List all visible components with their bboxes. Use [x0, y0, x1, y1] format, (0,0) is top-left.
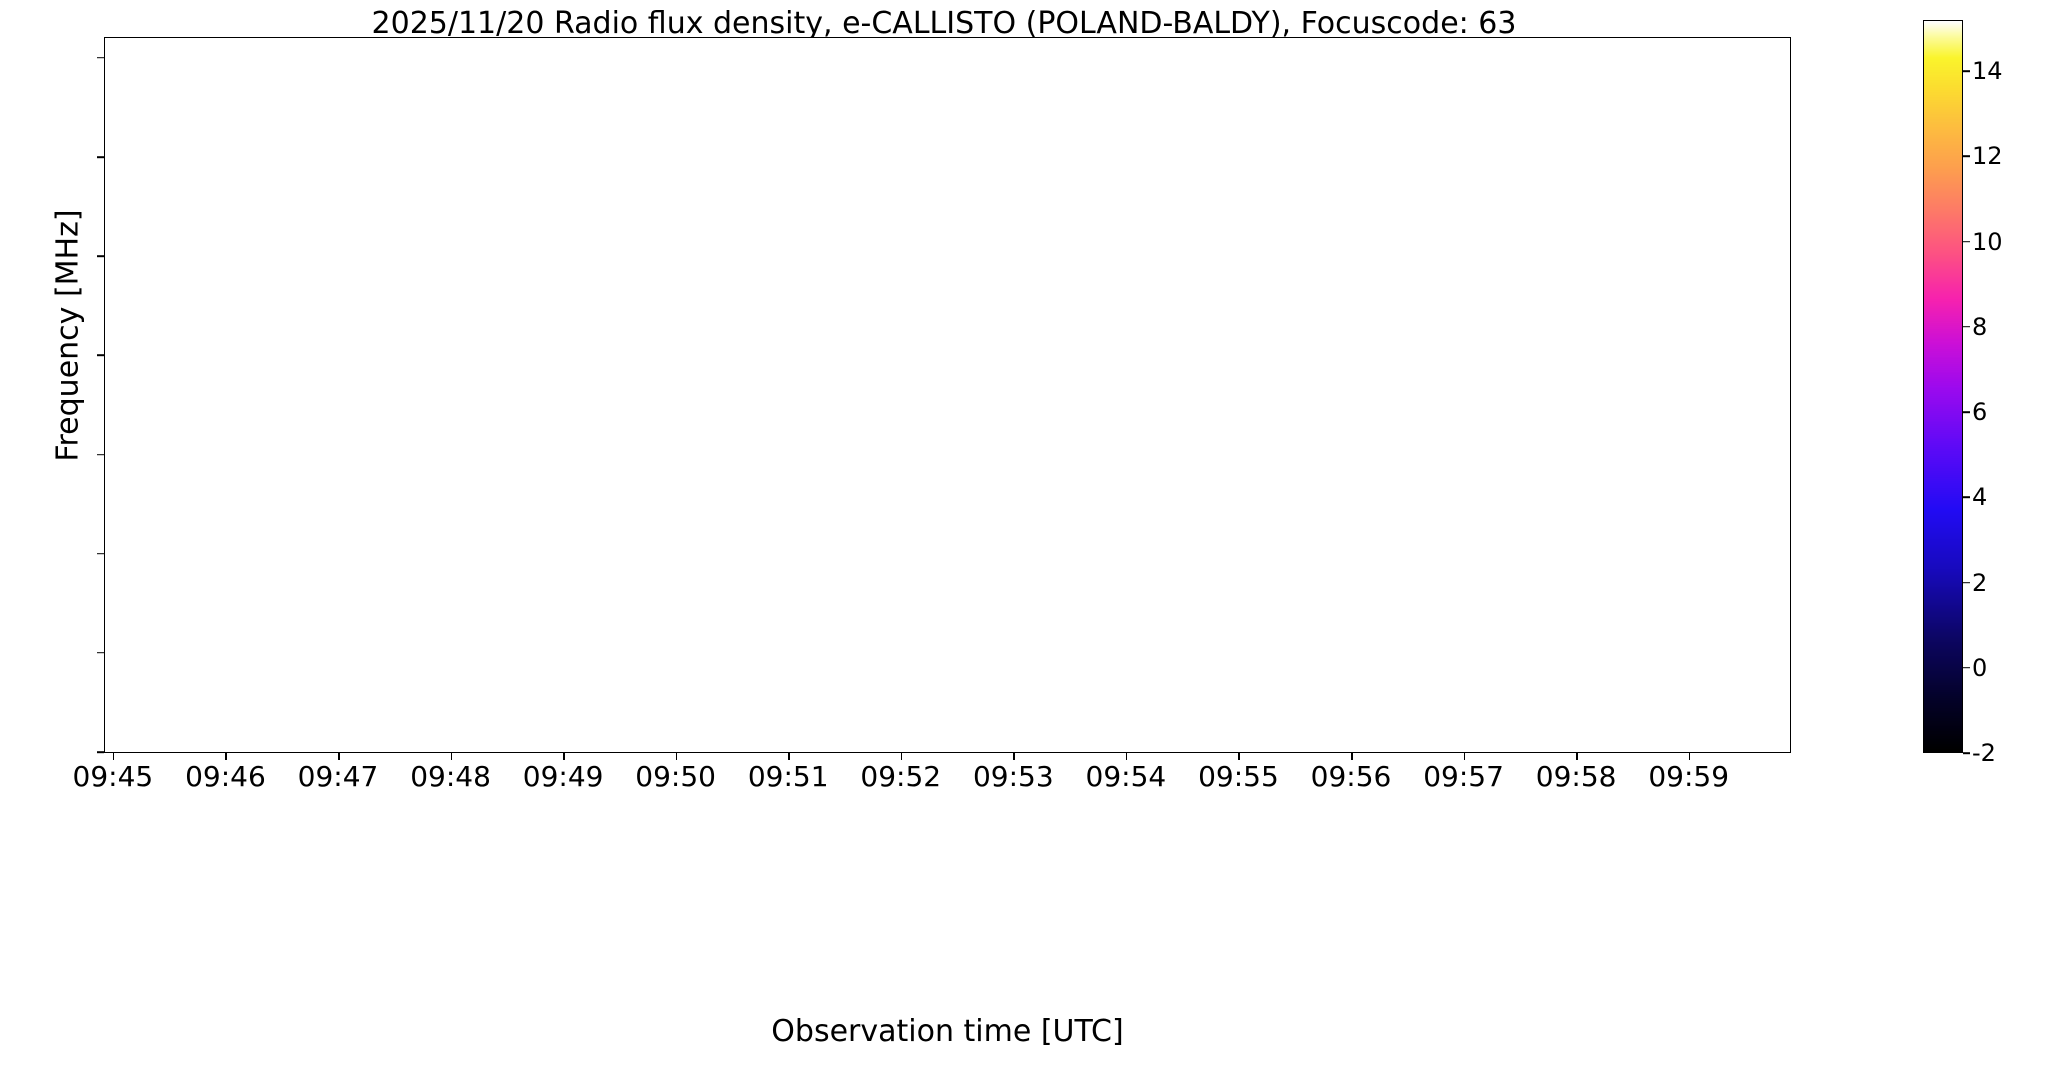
colorbar-tick-mark: [1963, 666, 1970, 669]
x-tick-mark: [1688, 753, 1691, 760]
y-tick-mark: [97, 57, 104, 59]
x-tick-mark: [788, 753, 790, 760]
x-tick-label: 09:59: [1648, 760, 1730, 793]
x-tick-label: 09:50: [635, 760, 716, 793]
colorbar-tick-mark: [1963, 496, 1970, 499]
x-tick-label: 09:53: [972, 760, 1054, 793]
colorbar: [1923, 20, 1963, 753]
colorbar-tick-label: 4: [1972, 483, 1988, 512]
x-tick-label: 09:47: [297, 760, 379, 793]
colorbar-tick-mark: [1963, 411, 1970, 413]
x-tick-label: 09:52: [860, 760, 942, 793]
x-tick-mark: [1576, 753, 1578, 760]
y-tick-mark: [97, 255, 104, 257]
colorbar-tick-label: 10: [1972, 227, 2003, 256]
spectrogram-axes: [104, 37, 1791, 753]
x-tick-mark: [337, 753, 340, 760]
page-title: 2025/11/20 Radio flux density, e-CALLIST…: [371, 6, 1517, 41]
y-tick-mark: [97, 354, 104, 357]
y-tick-mark: [97, 453, 104, 456]
x-axis-label: Observation time [UTC]: [771, 1014, 1124, 1049]
x-tick-mark: [563, 753, 565, 760]
x-tick-label: 09:54: [1085, 760, 1167, 793]
y-axis-label: Frequency [MHz]: [50, 209, 86, 462]
colorbar-tick-label: -2: [1972, 739, 1996, 767]
colorbar-tick-mark: [1963, 240, 1970, 243]
x-tick-mark: [450, 753, 453, 760]
colorbar-tick-mark: [1963, 70, 1970, 72]
x-tick-label: 09:55: [1198, 760, 1279, 793]
colorbar-tick-label: 8: [1972, 312, 1988, 341]
x-tick-mark: [1351, 753, 1353, 760]
x-tick-mark: [112, 753, 115, 760]
x-tick-label: 09:48: [410, 760, 491, 793]
colorbar-tick-label: 6: [1972, 398, 1988, 427]
spectrogram-image: [105, 38, 1790, 752]
colorbar-tick-label: 14: [1972, 57, 2003, 86]
y-tick-mark: [97, 156, 104, 158]
x-tick-mark: [1013, 753, 1015, 760]
y-tick-mark: [97, 552, 104, 555]
colorbar-tick-label: 0: [1972, 653, 1988, 682]
x-tick-mark: [1463, 753, 1466, 760]
colorbar-tick-label: 2: [1972, 568, 1988, 597]
x-tick-label: 09:58: [1535, 760, 1617, 793]
colorbar-tick-mark: [1963, 326, 1970, 328]
x-tick-label: 09:45: [72, 760, 154, 793]
x-tick-mark: [675, 753, 678, 760]
x-tick-label: 09:46: [185, 760, 266, 793]
x-tick-mark: [900, 753, 903, 760]
y-tick-mark: [97, 751, 104, 753]
x-tick-label: 09:56: [1310, 760, 1392, 793]
colorbar-tick-mark: [1963, 752, 1970, 754]
colorbar-tick-label: 12: [1972, 142, 2003, 171]
colorbar-tick-mark: [1963, 155, 1970, 158]
x-tick-label: 09:49: [522, 760, 604, 793]
colorbar-tick-mark: [1963, 581, 1970, 584]
x-tick-mark: [1125, 753, 1128, 760]
y-tick-mark: [97, 652, 104, 654]
colorbar-gradient: [1924, 21, 1962, 752]
x-tick-label: 09:51: [747, 760, 829, 793]
x-tick-mark: [1238, 753, 1241, 760]
x-tick-label: 09:57: [1423, 760, 1504, 793]
x-tick-mark: [225, 753, 228, 760]
